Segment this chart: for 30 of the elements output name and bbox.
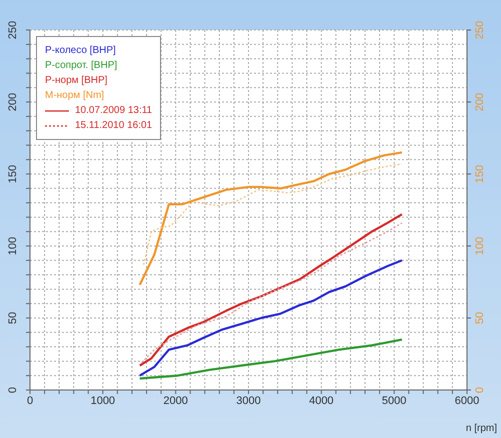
y2-tick-label: 100 <box>474 236 486 256</box>
x-tick-label: 1000 <box>90 394 116 407</box>
y-tick-label: 250 <box>7 20 19 40</box>
y2-tick-label: 250 <box>474 20 486 40</box>
x-tick-label: 5000 <box>382 394 406 407</box>
y-tick-label: 200 <box>7 92 19 112</box>
y-tick-label: 0 <box>7 386 19 394</box>
text: P-колесо [BHP] <box>45 44 117 58</box>
y-tick-label: 100 <box>7 236 19 256</box>
text: M-норм [Nm] <box>45 89 106 103</box>
y2-tick-label: 50 <box>474 312 486 324</box>
x-tick-label: 0 <box>26 394 34 407</box>
line-series <box>138 151 404 286</box>
line-series <box>138 259 404 377</box>
annotation: 15.11.2010 16:01 <box>75 119 152 133</box>
x-tick-label: 3000 <box>236 394 261 407</box>
text: P-сопрот. [BHP] <box>45 59 118 73</box>
text: P-норм [BHP] <box>45 74 108 88</box>
annotation: 10.07.2009 13:11 <box>75 104 152 118</box>
x-tick-label: 4000 <box>309 394 334 407</box>
x-tick-label: 6000 <box>454 394 480 407</box>
y-tick-label: 50 <box>7 312 19 324</box>
line-series <box>138 338 404 380</box>
y2-tick-label: 0 <box>474 386 486 394</box>
y2-tick-label: 200 <box>474 92 486 112</box>
x-axis-title: n [rpm] <box>466 423 497 434</box>
y2-tick-label: 150 <box>474 164 486 184</box>
x-tick-label: 2000 <box>163 394 188 407</box>
line-series <box>142 163 403 266</box>
y-tick-label: 150 <box>7 164 19 184</box>
